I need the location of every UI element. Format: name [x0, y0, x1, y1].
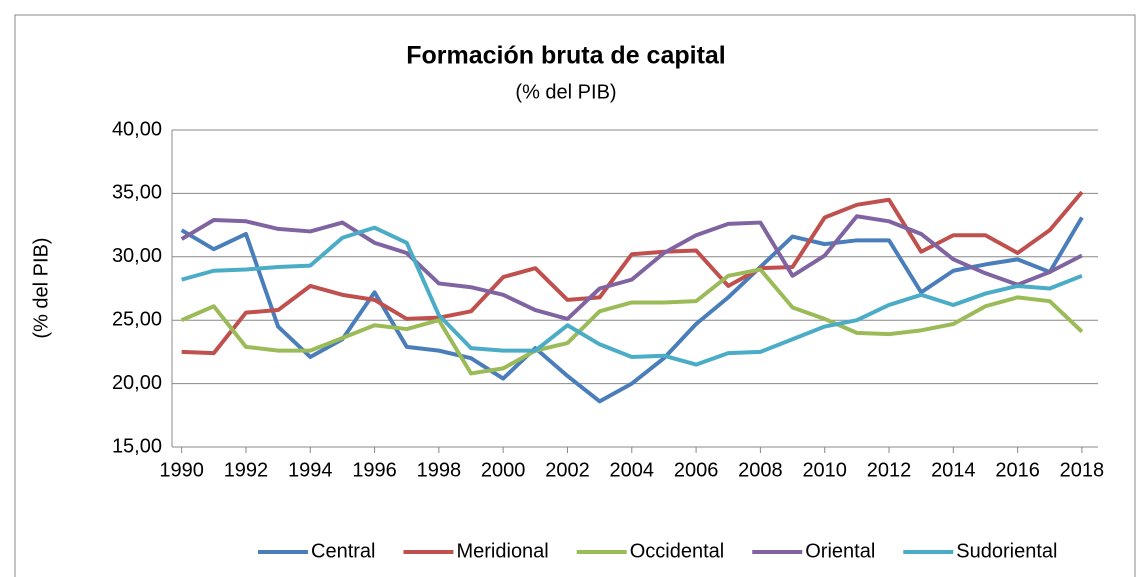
y-tick-label: 25,00 [112, 308, 162, 330]
series-line [180, 216, 1084, 404]
series-line [181, 190, 1084, 356]
series-line [181, 225, 1083, 367]
x-tick-label: 1998 [417, 459, 462, 481]
x-tick-label: 2008 [738, 459, 783, 481]
x-tick-label: 1994 [288, 459, 333, 481]
x-tick-label: 2014 [931, 459, 976, 481]
x-tick-label: 2002 [545, 459, 590, 481]
x-tick-label: 2018 [1060, 459, 1105, 481]
chart-subtitle: (% del PIB) [515, 81, 616, 103]
legend-label: Meridional [456, 540, 548, 562]
y-tick-label: 20,00 [112, 372, 162, 394]
x-tick-label: 2004 [610, 459, 655, 481]
legend-label: Central [311, 540, 375, 562]
y-tick-label: 15,00 [112, 435, 162, 457]
x-tick-label: 2010 [802, 459, 847, 481]
chart-title: Formación bruta de capital [406, 42, 726, 70]
x-tick-label: 1992 [224, 459, 269, 481]
series-line [180, 214, 1083, 321]
legend-label: Sudoriental [956, 540, 1057, 562]
y-tick-label: 30,00 [112, 245, 162, 267]
series-line [180, 267, 1084, 376]
legend-label: Occidental [630, 540, 725, 562]
x-tick-label: 2016 [995, 459, 1040, 481]
x-tick-label: 2000 [481, 459, 526, 481]
x-tick-label: 2012 [867, 459, 912, 481]
y-tick-label: 40,00 [112, 118, 162, 140]
y-tick-label: 35,00 [112, 182, 162, 204]
x-tick-label: 1990 [159, 459, 204, 481]
chart-frame [14, 14, 1136, 577]
x-tick-label: 2006 [674, 459, 719, 481]
x-tick-label: 1996 [352, 459, 397, 481]
legend-label: Oriental [805, 540, 875, 562]
y-axis-label: (% del PIB) [30, 237, 52, 338]
